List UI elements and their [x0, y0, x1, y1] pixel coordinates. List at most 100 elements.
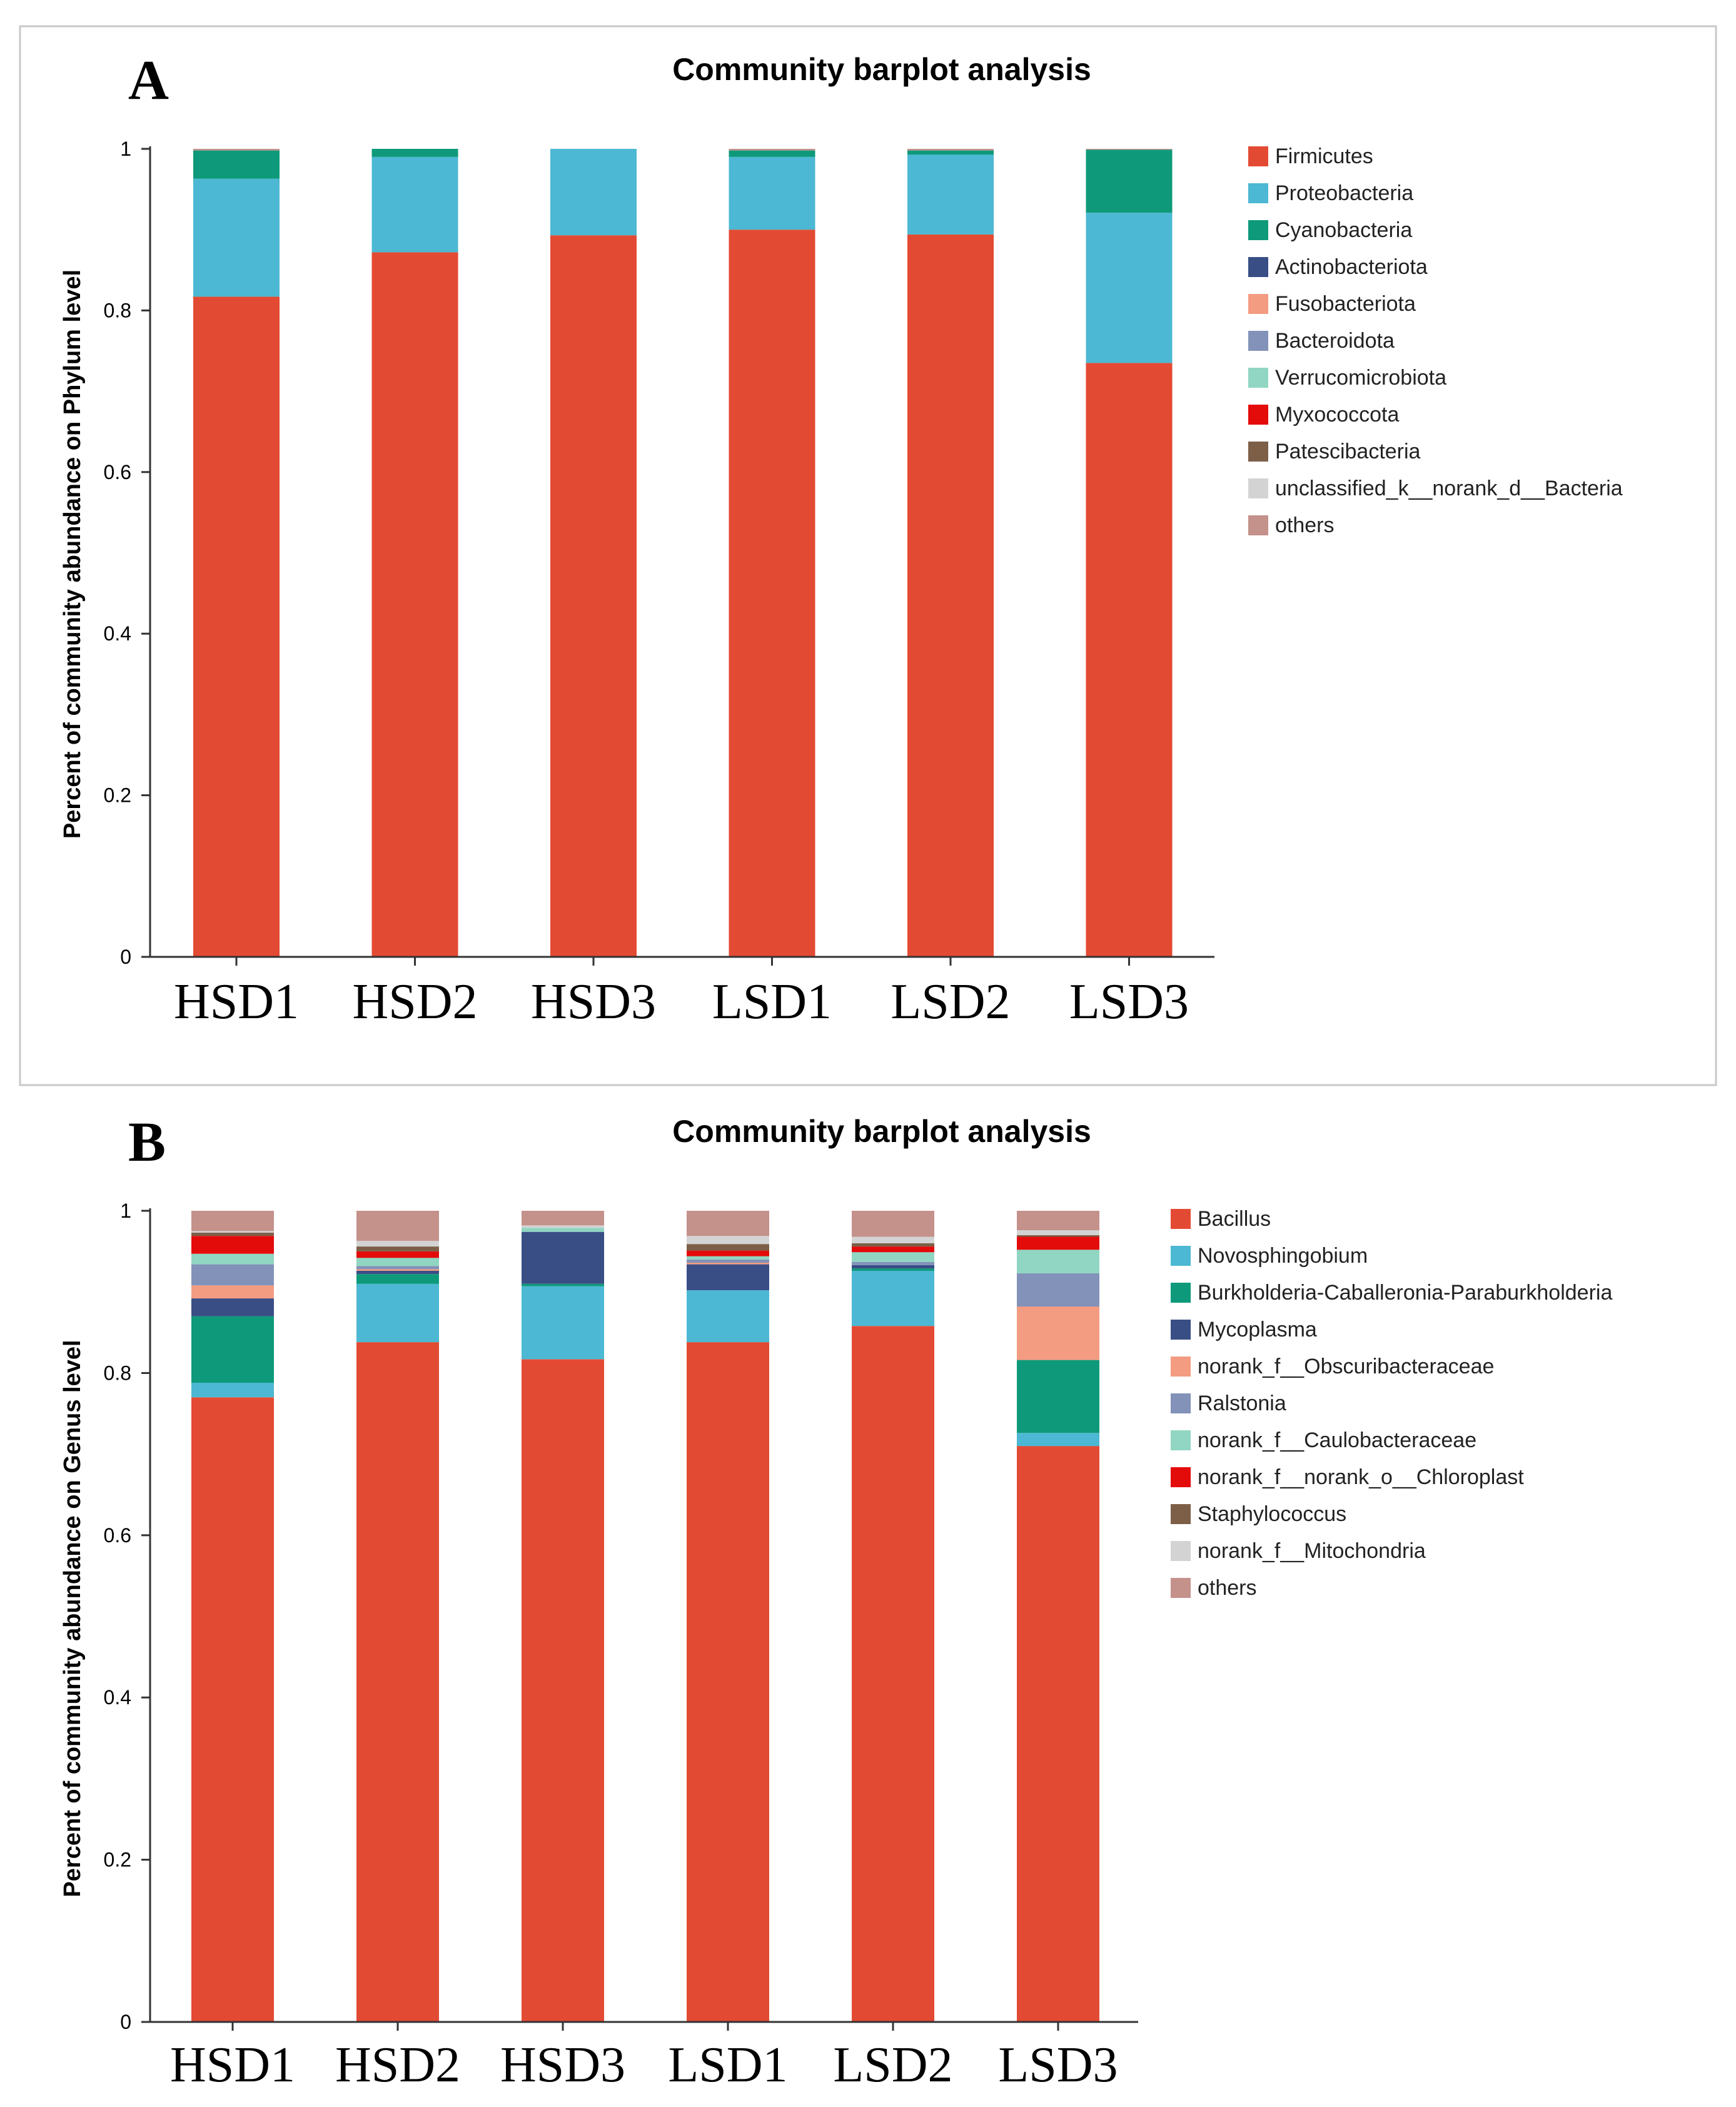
bar-segment-lsd2-firmicutes [907, 235, 994, 957]
y-axis-label: Percent of community abundance on Phylum… [59, 270, 86, 839]
bar-segment-lsd1-mycoplasma [687, 1264, 769, 1291]
legend-swatch-cyanobacteria [1248, 220, 1268, 240]
legend-label-verrucomicrobiota: Verrucomicrobiota [1275, 366, 1446, 390]
x-tick-label-hsd2: HSD2 [352, 974, 477, 1029]
legend-swatch-ralstonia [1171, 1393, 1191, 1413]
legend-label-norank-f-caulobacteraceae: norank_f__Caulobacteraceae [1198, 1428, 1476, 1452]
legend-swatch-actinobacteriota [1248, 257, 1268, 277]
plot-area: 0 0.2 0.4 0.6 0.8 1 HSD1 HSD2 HSD3 LSD1 LSD2 LSD3 [104, 1200, 1138, 2093]
y-tick-label: 1 [120, 138, 131, 160]
bar-segment-lsd1-cyanobacteria [729, 150, 815, 157]
panel-a-frame [19, 25, 1717, 1086]
y-tick-label: 0.4 [104, 1686, 131, 1709]
bar-segment-lsd3-norank-f-caulobacteraceae [1017, 1250, 1099, 1273]
legend-label-norank-f-obscuribacteraceae: norank_f__Obscuribacteraceae [1198, 1355, 1494, 1378]
legend-swatch-norank-f-mitochondria [1171, 1541, 1191, 1561]
bar-segment-lsd2-proteobacteria [907, 154, 994, 235]
legend-label-actinobacteriota: Actinobacteriota [1275, 255, 1428, 279]
bar-segment-hsd3-others [522, 1211, 604, 1226]
bar-segment-lsd3-norank-f-norank-o-chloroplast [1017, 1236, 1099, 1250]
bar-segment-hsd3-proteobacteria [550, 149, 637, 236]
bar-segment-hsd3-burkholderia-caballeronia-paraburkholderia [522, 1283, 604, 1286]
bar-segment-lsd3-novosphingobium [1017, 1433, 1099, 1447]
panel-a-letter: A [128, 49, 169, 111]
legend: Bacillus Novosphingobium Burkholderia-Caba… [1171, 1207, 1612, 1600]
y-tick-label: 0 [120, 2011, 131, 2033]
y-tick-label: 0.6 [104, 461, 131, 483]
bar-segment-hsd1-ralstonia [191, 1264, 274, 1286]
legend-label-myxococcota: Myxococcota [1275, 403, 1399, 427]
y-tick-label: 0.2 [104, 784, 131, 807]
panel-a-phylum-chart: A Community barplot analysis Percent of … [19, 25, 1717, 1086]
bar-segment-hsd2-norank-f-norank-o-chloroplast [356, 1251, 439, 1258]
y-tick-label: 0.6 [104, 1524, 131, 1547]
chart-title: Community barplot analysis [672, 1114, 1091, 1149]
legend-swatch-fusobacteriota [1248, 294, 1268, 314]
legend-swatch-bacteroidota [1248, 331, 1268, 351]
legend-label-others: others [1198, 1576, 1257, 1600]
legend-swatch-firmicutes [1248, 146, 1268, 166]
bar-segment-lsd2-ralstonia [852, 1261, 934, 1265]
legend-label-patescibacteria: Patescibacteria [1275, 440, 1421, 463]
y-tick-label: 0 [120, 946, 131, 968]
bar-segment-hsd2-mycoplasma [356, 1271, 439, 1275]
bar-segment-lsd1-others [687, 1211, 769, 1236]
bar-segment-lsd2-norank-f-mitochondria [852, 1236, 934, 1243]
bar-segment-lsd2-bacillus [852, 1326, 934, 2022]
legend-swatch-norank-f-norank-o-chloroplast [1171, 1467, 1191, 1487]
bar-segment-hsd1-bacillus [191, 1397, 274, 2022]
bar-segment-hsd2-norank-f-mitochondria [356, 1241, 439, 1247]
bar-segment-lsd2-staphylococcus [852, 1243, 934, 1247]
legend-label-burkholderia-caballeronia-paraburkholderia: Burkholderia-Caballeronia-Paraburkholder… [1198, 1281, 1612, 1305]
legend-label-cyanobacteria: Cyanobacteria [1275, 218, 1412, 242]
bar-segment-hsd2-proteobacteria [371, 156, 458, 253]
x-tick-label-lsd1: LSD1 [668, 2038, 787, 2093]
bar-segment-lsd3-proteobacteria [1086, 213, 1173, 363]
legend-label-firmicutes: Firmicutes [1275, 144, 1373, 168]
x-tick-label-hsd1: HSD1 [170, 2038, 295, 2093]
x-tick-label-lsd3: LSD3 [998, 2038, 1118, 2093]
bar-segment-hsd1-burkholderia-caballeronia-paraburkholderia [191, 1316, 274, 1383]
bar-segment-hsd1-norank-f-mitochondria [191, 1231, 274, 1233]
legend-swatch-novosphingobium [1171, 1246, 1191, 1266]
y-tick-label: 1 [120, 1200, 131, 1222]
x-tick-label-hsd2: HSD2 [335, 2038, 460, 2093]
legend-swatch-norank-f-obscuribacteraceae [1171, 1357, 1191, 1377]
bar-segment-hsd1-cyanobacteria [193, 150, 280, 179]
bar-segment-hsd1-staphylococcus [191, 1233, 274, 1236]
bar-segment-hsd2-norank-f-caulobacteraceae [356, 1258, 439, 1266]
legend-label-unclassified-k-norank-d-bacteria: unclassified_k__norank_d__Bacteria [1275, 477, 1623, 500]
panel-b-letter: B [128, 1111, 166, 1173]
bar-segment-hsd1-norank-f-caulobacteraceae [191, 1253, 274, 1265]
bar-segment-lsd2-novosphingobium [852, 1271, 934, 1326]
y-tick-label: 0.8 [104, 1362, 131, 1384]
bar-segment-lsd2-others [907, 149, 994, 151]
legend-label-norank-f-norank-o-chloroplast: norank_f__norank_o__Chloroplast [1198, 1465, 1524, 1489]
bar-segment-hsd3-bacillus [522, 1359, 604, 2022]
bar-segment-lsd1-norank-f-norank-o-chloroplast [687, 1250, 769, 1256]
y-tick-label: 0.4 [104, 622, 131, 645]
bar-segment-lsd3-burkholderia-caballeronia-paraburkholderia [1017, 1360, 1099, 1433]
legend-swatch-myxococcota [1248, 405, 1268, 425]
bar-segment-hsd3-novosphingobium [522, 1286, 604, 1360]
legend-label-fusobacteriota: Fusobacteriota [1275, 292, 1416, 316]
bar-segment-lsd1-firmicutes [729, 230, 815, 957]
y-axis-label: Percent of community abundance on Genus … [59, 1340, 86, 1897]
x-tick-label-lsd3: LSD3 [1069, 974, 1189, 1029]
x-tick-label-lsd2: LSD2 [891, 974, 1010, 1029]
bar-segment-lsd1-staphylococcus [687, 1244, 769, 1251]
x-tick-label-hsd3: HSD3 [531, 974, 656, 1029]
bar-segment-lsd2-mycoplasma [852, 1265, 934, 1269]
legend-label-proteobacteria: Proteobacteria [1275, 181, 1413, 205]
bar-segment-hsd1-norank-f-norank-o-chloroplast [191, 1236, 274, 1254]
panel-b-genus-chart: B Community barplot analysis Percent of … [59, 1111, 1612, 2093]
legend-swatch-burkholderia-caballeronia-paraburkholderia [1171, 1283, 1191, 1303]
legend-swatch-verrucomicrobiota [1248, 368, 1268, 388]
bar-segment-hsd2-norank-f-obscuribacteraceae [356, 1269, 439, 1271]
bar-segment-lsd3-bacillus [1017, 1446, 1099, 2022]
bar-segment-lsd3-norank-f-mitochondria [1017, 1230, 1099, 1235]
x-tick-label-hsd3: HSD3 [500, 2038, 625, 2093]
legend-swatch-unclassified-k-norank-d-bacteria [1248, 478, 1268, 498]
bar-segment-hsd3-norank-f-caulobacteraceae [522, 1228, 604, 1232]
